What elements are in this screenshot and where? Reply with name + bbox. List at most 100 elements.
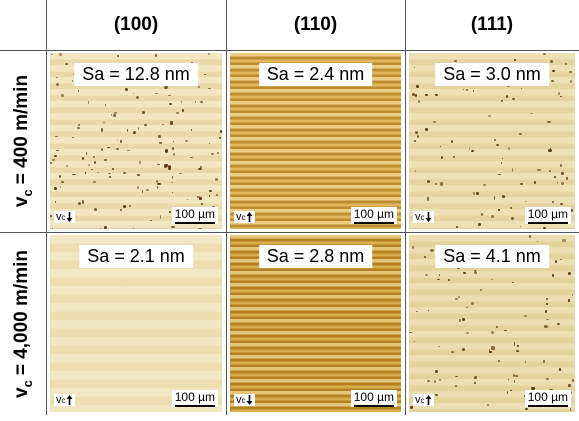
speck bbox=[208, 53, 209, 55]
speck bbox=[466, 89, 469, 90]
speck bbox=[519, 133, 521, 135]
speck bbox=[216, 194, 219, 196]
speck bbox=[104, 159, 106, 162]
speck bbox=[78, 90, 79, 92]
speck bbox=[558, 92, 561, 95]
speck bbox=[552, 274, 553, 277]
speck bbox=[455, 385, 457, 387]
speck bbox=[77, 127, 80, 129]
speck bbox=[101, 128, 103, 131]
speck bbox=[50, 215, 52, 217]
speck bbox=[491, 215, 494, 218]
speck bbox=[125, 88, 128, 90]
speck bbox=[209, 190, 212, 192]
speck bbox=[172, 147, 174, 150]
speck bbox=[215, 178, 218, 181]
row-label-text: = 400 m/min bbox=[11, 75, 32, 184]
speck bbox=[502, 195, 505, 198]
column-header: (110) bbox=[226, 14, 405, 36]
speck bbox=[552, 70, 554, 72]
speck bbox=[534, 181, 536, 184]
speck bbox=[211, 153, 214, 154]
scale-label: 100 µm bbox=[354, 207, 394, 221]
speck bbox=[93, 156, 95, 158]
speck bbox=[170, 121, 173, 124]
speck bbox=[120, 209, 122, 211]
speck bbox=[478, 223, 481, 226]
speck bbox=[52, 228, 54, 229]
roughness-label: Sa = 4.1 nm bbox=[435, 245, 549, 268]
speck bbox=[78, 124, 80, 126]
speck bbox=[530, 113, 533, 114]
row-label-text: = 4,000 m/min bbox=[11, 250, 32, 375]
speck bbox=[219, 137, 221, 139]
speck bbox=[506, 95, 508, 98]
speck bbox=[172, 176, 173, 179]
scale-label: 100 µm bbox=[175, 390, 215, 404]
speck bbox=[138, 127, 139, 130]
speck bbox=[56, 150, 59, 151]
scale-label: 100 µm bbox=[354, 390, 394, 404]
speck bbox=[438, 346, 440, 347]
speck bbox=[525, 361, 526, 364]
speck bbox=[441, 156, 443, 159]
speck bbox=[127, 150, 130, 151]
speck bbox=[570, 80, 572, 83]
speck bbox=[544, 325, 547, 328]
speck bbox=[176, 112, 179, 114]
speck bbox=[428, 310, 429, 311]
speck bbox=[525, 408, 528, 409]
speck bbox=[409, 332, 411, 333]
speck bbox=[543, 227, 546, 229]
speck bbox=[494, 196, 495, 199]
speck bbox=[410, 406, 413, 409]
speck bbox=[507, 391, 508, 394]
speck bbox=[504, 330, 507, 331]
speck bbox=[434, 380, 436, 383]
speck bbox=[91, 169, 93, 170]
speck bbox=[572, 294, 573, 296]
speck bbox=[416, 85, 418, 88]
speck bbox=[517, 345, 519, 347]
column-header: (100) bbox=[46, 14, 226, 36]
speck bbox=[471, 150, 474, 152]
speck bbox=[120, 140, 122, 142]
speck bbox=[455, 298, 458, 300]
speck bbox=[107, 147, 110, 149]
speck bbox=[162, 124, 165, 125]
speck bbox=[144, 124, 146, 126]
speck bbox=[97, 172, 99, 173]
speck bbox=[101, 148, 103, 151]
speck bbox=[159, 142, 161, 144]
speck bbox=[501, 162, 502, 164]
speck bbox=[440, 146, 441, 147]
scale-label: 100 µm bbox=[175, 207, 215, 221]
speck bbox=[524, 315, 527, 317]
speck bbox=[185, 140, 188, 143]
speck bbox=[418, 100, 420, 102]
roughness-label: Sa = 2.1 nm bbox=[79, 245, 193, 268]
speck bbox=[416, 311, 418, 312]
speck bbox=[66, 165, 68, 167]
speck bbox=[512, 282, 514, 284]
roughness-label: Sa = 2.8 nm bbox=[259, 245, 373, 268]
speck bbox=[209, 143, 210, 145]
grid-line bbox=[46, 0, 47, 415]
speck bbox=[179, 173, 182, 174]
speck bbox=[425, 94, 428, 96]
speck bbox=[112, 168, 114, 170]
speck bbox=[568, 272, 571, 275]
speck bbox=[462, 318, 465, 321]
speck bbox=[537, 169, 540, 170]
speck bbox=[171, 226, 174, 229]
speck bbox=[55, 201, 56, 203]
speck bbox=[462, 348, 465, 351]
speck bbox=[489, 351, 492, 353]
scale-bar: 100 µm bbox=[172, 207, 218, 224]
speck bbox=[494, 139, 496, 140]
speck bbox=[562, 239, 565, 241]
speck bbox=[557, 181, 558, 183]
afm-image: Sa = 4.1 nmvc100 µm bbox=[409, 235, 575, 412]
speck bbox=[453, 156, 455, 159]
scale-bar: 100 µm bbox=[525, 207, 571, 224]
